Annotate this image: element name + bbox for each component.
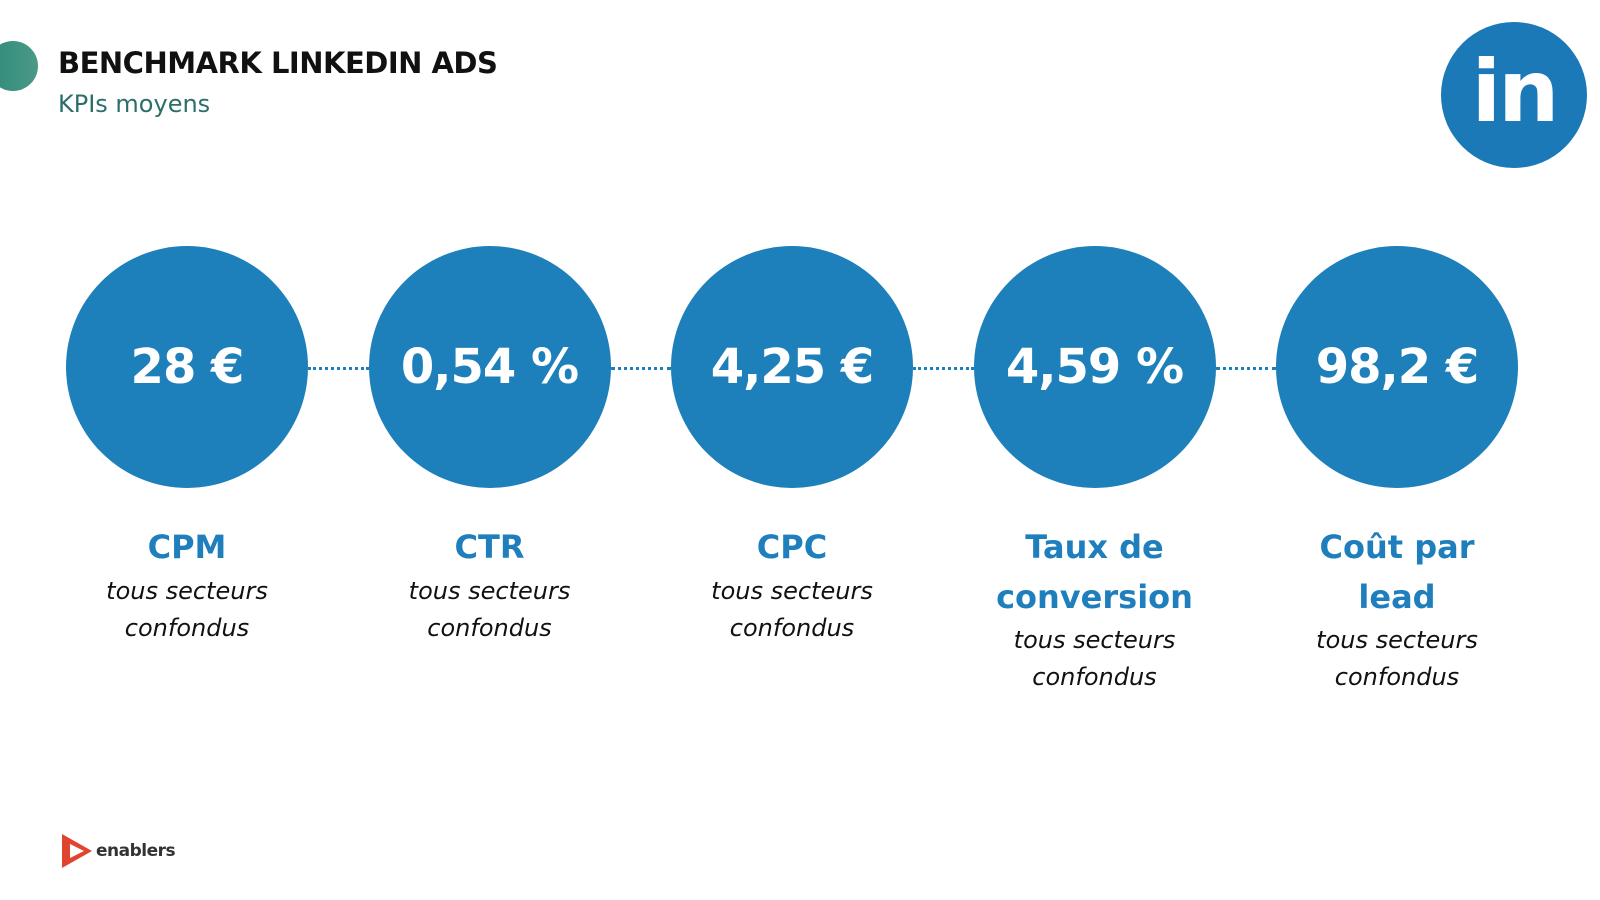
kpi-label: Coût par lead	[1319, 528, 1475, 616]
kpi-note: tous secteurs confondus	[1316, 626, 1478, 691]
kpi-label: Taux de conversion	[996, 528, 1193, 616]
kpi-value: 28 €	[66, 246, 308, 488]
accent-shape	[0, 41, 38, 91]
kpi-value: 4,59 %	[973, 246, 1216, 488]
kpi-label: CPC	[756, 528, 828, 566]
connector	[913, 367, 974, 370]
brand-text: enablers	[96, 841, 176, 861]
brand-icon	[62, 834, 92, 868]
kpi-value: 4,25 €	[671, 246, 913, 488]
kpi-note: tous secteurs confondus	[1013, 626, 1176, 691]
connector	[1215, 367, 1276, 370]
kpi-value: 0,54 %	[368, 246, 611, 488]
connector	[308, 367, 369, 370]
linkedin-logo: in	[1441, 22, 1587, 168]
subtitle: KPIs moyens	[58, 90, 211, 118]
brand-logo: enablers	[60, 832, 176, 870]
title: BENCHMARK LINKEDIN ADS	[58, 46, 498, 80]
connector	[610, 367, 671, 370]
kpi-label: CTR	[454, 528, 525, 566]
kpi-note: tous secteurs confondus	[106, 577, 268, 642]
kpi-note: tous secteurs confondus	[408, 577, 571, 642]
kpi-label: CPM	[147, 528, 227, 566]
kpi-value: 98,2 €	[1276, 246, 1518, 488]
kpi-note: tous secteurs confondus	[711, 577, 873, 642]
